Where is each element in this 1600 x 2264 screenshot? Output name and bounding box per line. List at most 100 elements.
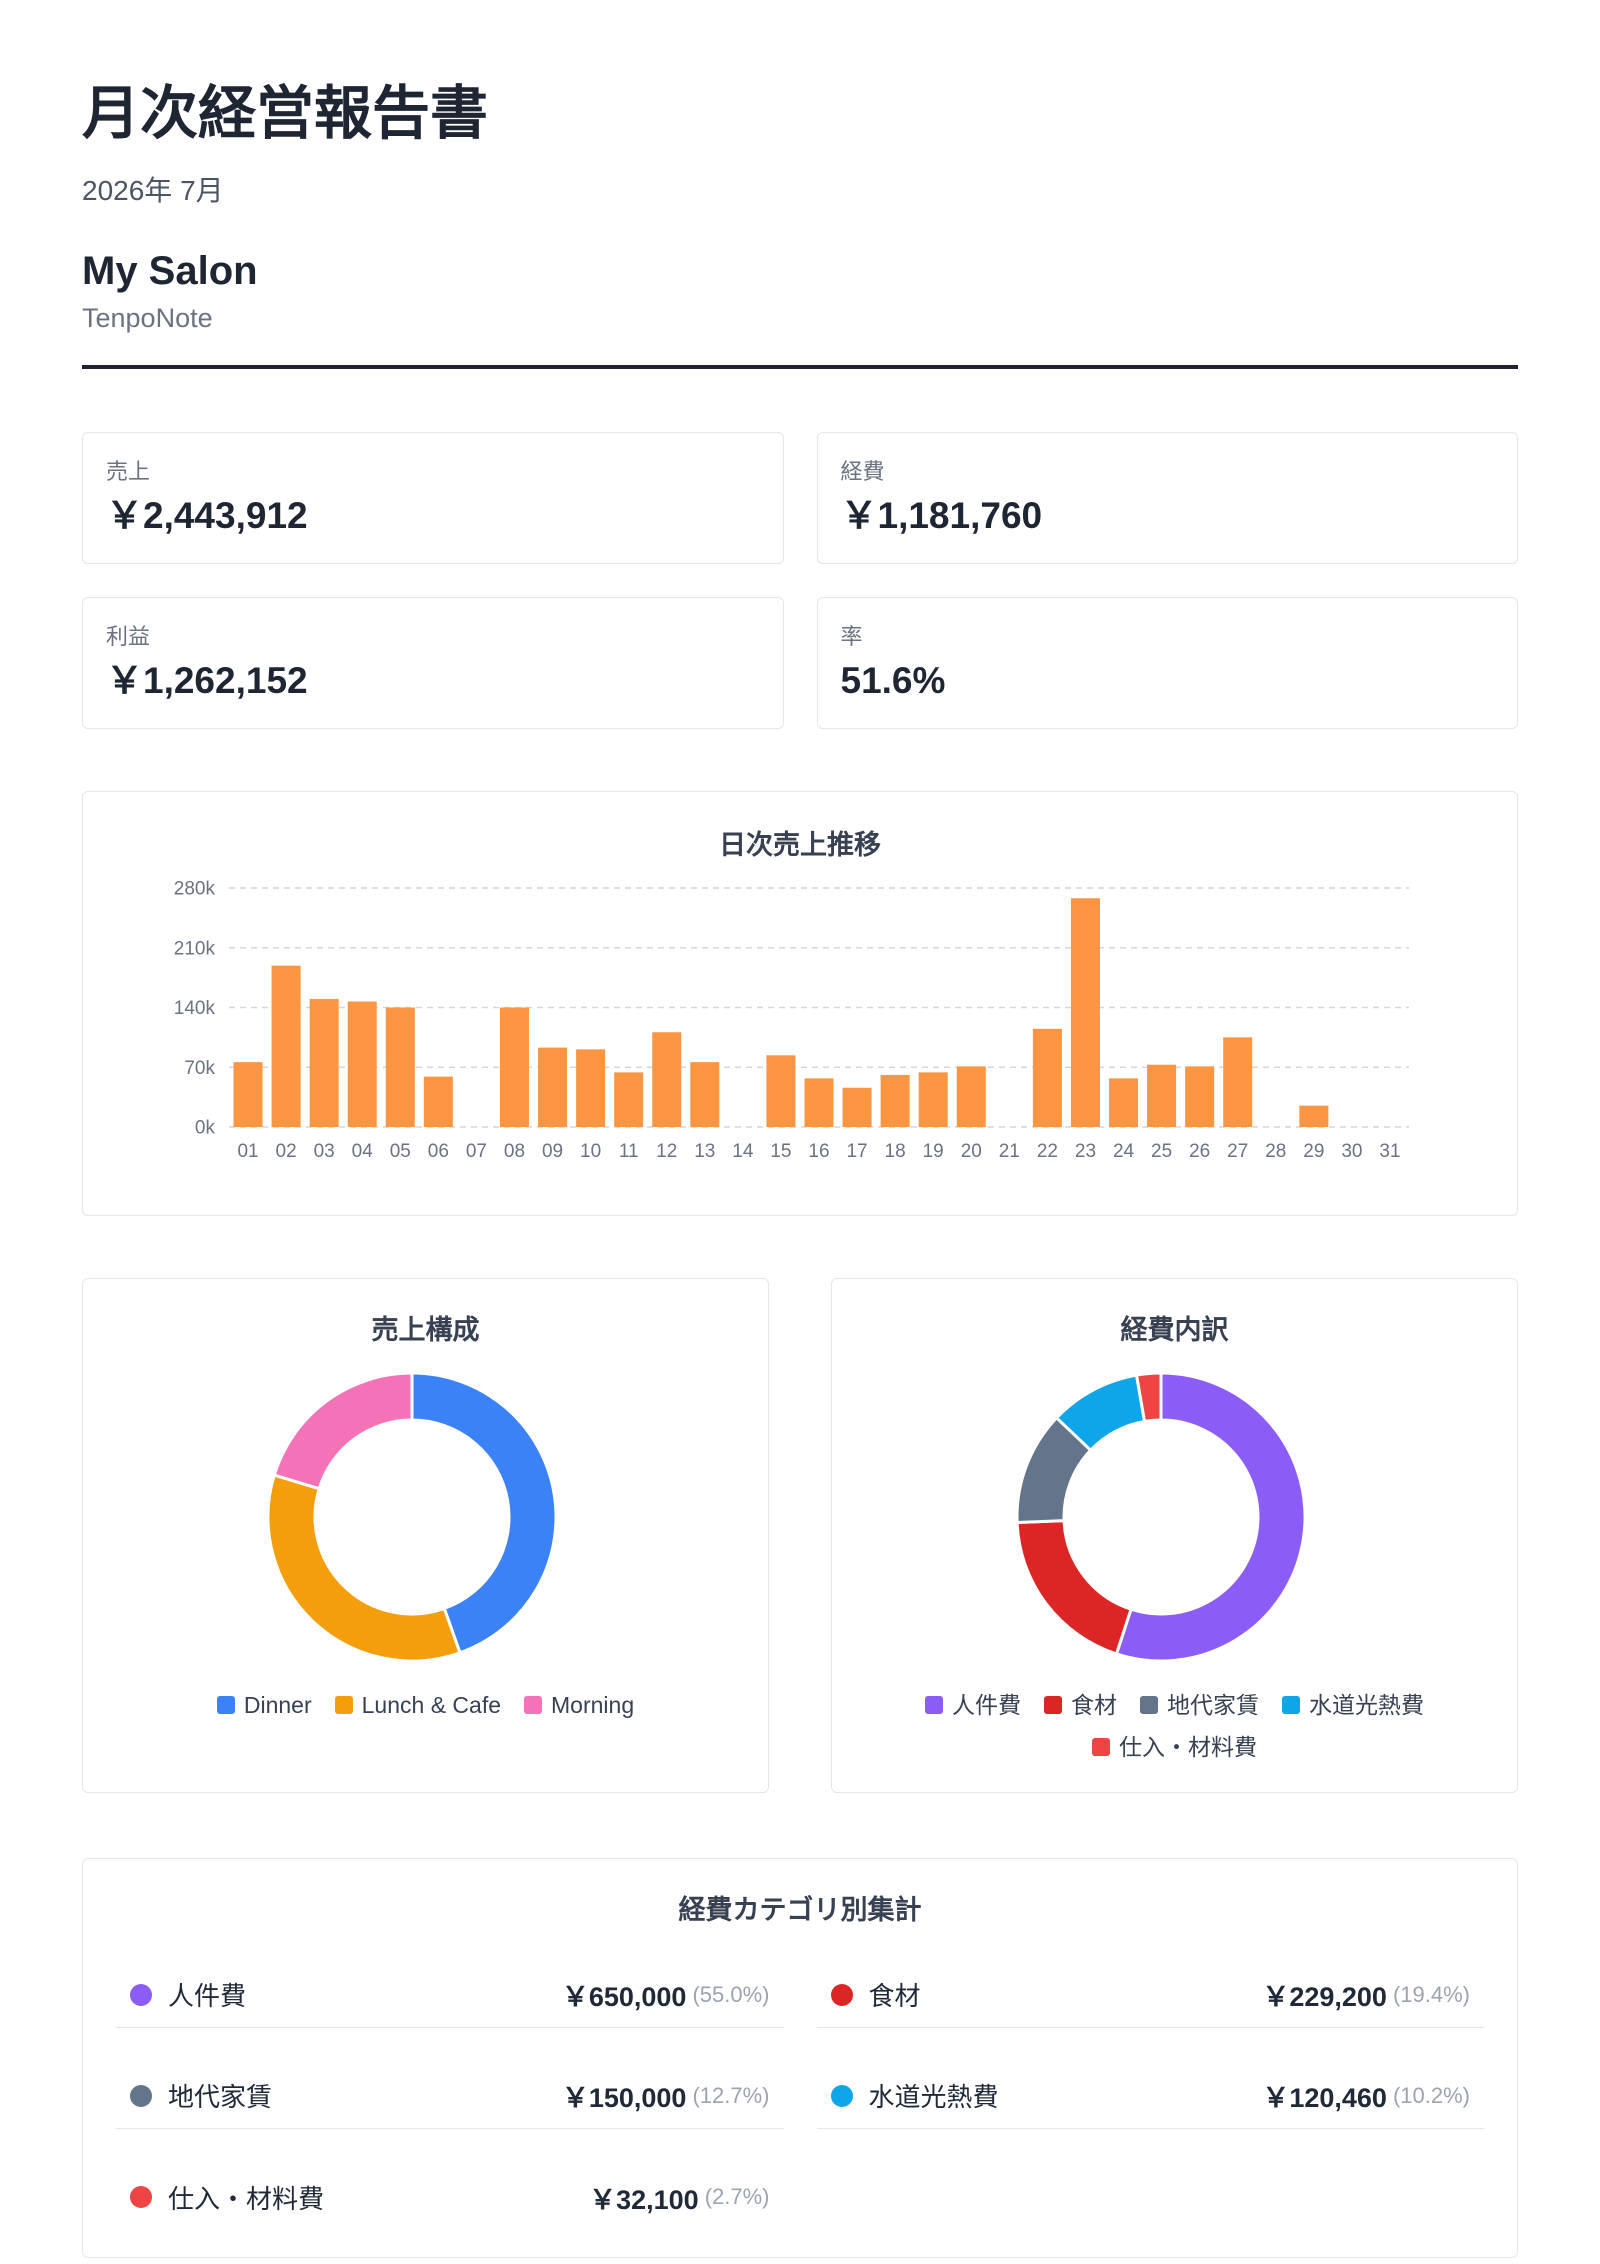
kpi-value: ￥1,262,152 — [106, 660, 308, 701]
category-share: (55.0%) — [692, 1981, 770, 2007]
x-tick-label: 30 — [1341, 1141, 1362, 1162]
legend-label: 水道光熱費 — [1309, 1692, 1424, 1718]
expense-row: 水道光熱費 ￥120,460 (10.2%) — [816, 2063, 1484, 2129]
chart-title: 経費内訳 — [1120, 1315, 1229, 1345]
category-share: (12.7%) — [692, 2082, 770, 2108]
legend-label: 人件費 — [952, 1692, 1021, 1718]
legend-item: 仕入・材料費 — [1092, 1729, 1257, 1765]
bar-day-10 — [576, 1049, 606, 1127]
brand-name: TenpoNote — [82, 303, 213, 333]
category-share: (2.7%) — [704, 2184, 770, 2209]
x-tick-label: 20 — [961, 1141, 982, 1162]
x-tick-label: 28 — [1265, 1141, 1286, 1162]
bar-day-27 — [1223, 1037, 1253, 1128]
category-name: 人件費 — [168, 1981, 247, 2011]
bar-day-16 — [804, 1078, 834, 1127]
header-divider — [82, 365, 1518, 369]
x-tick-label: 22 — [1037, 1141, 1058, 1162]
expense-row: 人件費 ￥650,000 (55.0%) — [116, 1962, 784, 2028]
bar-day-23 — [1070, 898, 1100, 1127]
category-dot — [130, 1983, 152, 2006]
sales-mix-slice-2 — [266, 1473, 462, 1663]
legend-item: 水道光熱費 — [1282, 1687, 1424, 1723]
legend-swatch — [925, 1696, 943, 1714]
chart-title: 売上構成 — [371, 1315, 480, 1345]
legend-label: Dinner — [243, 1692, 312, 1718]
chart-title: 日次売上推移 — [719, 830, 881, 860]
bar-day-13 — [690, 1062, 720, 1127]
kpi-value: ￥2,443,912 — [106, 495, 308, 536]
category-dot — [130, 2084, 152, 2107]
sales-mix-slice-1 — [410, 1371, 558, 1655]
bar-day-01 — [233, 1062, 263, 1127]
bar-day-22 — [1032, 1028, 1062, 1127]
bar-day-15 — [766, 1055, 796, 1127]
expense-category-list: 人件費 ￥650,000 (55.0%) 食材 ￥229,200 (19.4%) 地代家賃 ￥… — [116, 1962, 1484, 2230]
table-title: 経費カテゴリ別集計 — [678, 1895, 922, 1925]
legend-label: 仕入・材料費 — [1119, 1734, 1257, 1760]
x-tick-label: 19 — [923, 1141, 944, 1162]
bar-day-20 — [956, 1066, 986, 1127]
x-tick-label: 15 — [770, 1141, 791, 1162]
bar-day-19 — [918, 1072, 948, 1127]
legend-label: 食材 — [1071, 1692, 1117, 1718]
legend-label: 地代家賃 — [1167, 1692, 1259, 1718]
bar-day-24 — [1109, 1078, 1139, 1127]
x-tick-label: 14 — [732, 1141, 754, 1162]
bar-day-25 — [1147, 1064, 1177, 1127]
x-tick-label: 13 — [694, 1141, 715, 1162]
legend-swatch — [1282, 1696, 1300, 1714]
category-dot — [830, 1983, 853, 2006]
kpi-card-sales: 売上 ￥2,443,912 — [82, 432, 784, 564]
x-tick-label: 12 — [656, 1141, 677, 1162]
x-tick-label: 07 — [466, 1141, 487, 1162]
x-tick-label: 08 — [504, 1141, 525, 1162]
x-tick-label: 04 — [352, 1141, 374, 1162]
y-tick-label: 280k — [174, 879, 216, 900]
legend-item: Dinner — [216, 1687, 312, 1723]
y-tick-label: 0k — [195, 1118, 216, 1139]
x-tick-label: 27 — [1227, 1141, 1248, 1162]
kpi-value: ￥1,181,760 — [840, 495, 1043, 536]
expense-slice-2 — [1015, 1519, 1133, 1656]
bar-day-09 — [538, 1047, 568, 1127]
x-tick-label: 02 — [276, 1141, 297, 1162]
kpi-summary: 売上 ￥2,443,912 経費 ￥1,181,760 利益 ￥1,262,15… — [82, 432, 1518, 729]
bar-day-17 — [842, 1087, 872, 1127]
legend-item: 地代家賃 — [1140, 1687, 1259, 1723]
x-tick-label: 31 — [1379, 1141, 1400, 1162]
category-amount: ￥32,100 — [589, 2184, 699, 2215]
x-tick-label: 06 — [428, 1141, 449, 1162]
kpi-label: 売上 — [106, 459, 151, 484]
legend-item: Morning — [524, 1687, 634, 1723]
chart-legend: Dinner Lunch & Cafe Morning — [156, 1687, 696, 1723]
legend-label: Morning — [551, 1692, 635, 1718]
legend-item: 人件費 — [925, 1687, 1021, 1723]
y-tick-label: 140k — [174, 998, 216, 1019]
category-name: 仕入・材料費 — [168, 2183, 325, 2214]
kpi-card-margin: 率 51.6% — [816, 597, 1518, 729]
x-tick-label: 10 — [580, 1141, 601, 1162]
bar-day-26 — [1185, 1066, 1215, 1127]
category-amount: ￥229,200 — [1262, 1982, 1387, 2012]
expense-row: 地代家賃 ￥150,000 (12.7%) — [116, 2063, 784, 2129]
x-tick-label: 09 — [542, 1141, 563, 1162]
y-tick-label: 210k — [174, 938, 216, 959]
legend-label: Lunch & Cafe — [361, 1692, 502, 1718]
category-name: 地代家賃 — [168, 2082, 273, 2112]
expense-breakdown-donut-chart — [1015, 1371, 1307, 1663]
expense-row: 食材 ￥229,200 (19.4%) — [816, 1962, 1484, 2028]
sales-mix-slice-3 — [272, 1371, 414, 1491]
x-tick-label: 11 — [619, 1141, 639, 1162]
x-tick-label: 05 — [390, 1141, 411, 1162]
bar-day-04 — [347, 1001, 377, 1127]
category-share: (10.2%) — [1392, 2082, 1470, 2108]
y-tick-label: 70k — [184, 1058, 215, 1079]
daily-sales-chart-card: 日次売上推移 0k 70k 140k 210k 280k 01 02 03 04 05 06 07 08… — [82, 791, 1518, 1216]
bar-day-08 — [499, 1007, 529, 1127]
report-period: 2026年 7月 — [82, 175, 224, 206]
category-name: 水道光熱費 — [868, 2082, 999, 2112]
category-dot — [830, 2084, 853, 2107]
legend-swatch — [1140, 1696, 1158, 1714]
